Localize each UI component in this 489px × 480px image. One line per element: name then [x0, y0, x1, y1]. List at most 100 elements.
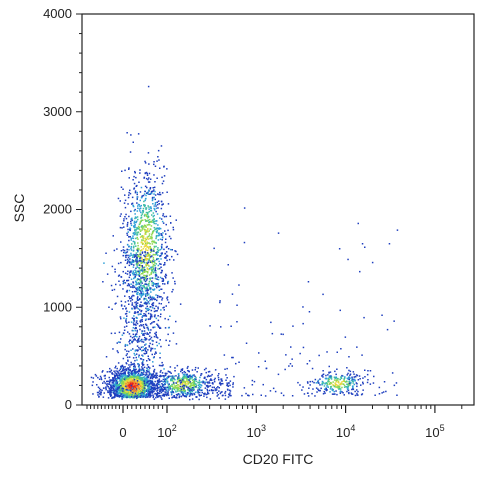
data-point	[128, 321, 130, 323]
data-point	[139, 339, 142, 342]
data-point	[130, 254, 133, 256]
data-point	[164, 374, 166, 377]
data-point	[169, 215, 172, 217]
data-point	[131, 317, 134, 319]
data-point	[128, 311, 131, 313]
data-point	[316, 391, 318, 393]
data-point	[126, 385, 128, 387]
data-point	[210, 389, 213, 391]
data-point	[329, 391, 331, 393]
data-point	[123, 332, 125, 335]
data-point	[133, 371, 136, 373]
data-point	[146, 172, 148, 175]
data-point	[119, 377, 121, 379]
data-point	[116, 380, 118, 383]
data-point	[144, 162, 147, 164]
data-point	[152, 326, 155, 329]
data-point	[138, 335, 141, 338]
data-point	[129, 368, 131, 371]
data-point	[170, 378, 173, 381]
data-point	[147, 357, 150, 360]
data-point	[151, 343, 154, 346]
data-point	[159, 326, 161, 329]
data-point	[136, 184, 138, 187]
data-point	[206, 384, 209, 387]
data-point	[151, 375, 153, 377]
data-point	[138, 346, 140, 349]
data-point	[157, 276, 159, 278]
data-point	[144, 353, 146, 355]
data-point	[187, 383, 190, 385]
data-point	[125, 362, 128, 365]
data-point	[148, 224, 150, 226]
data-point	[125, 395, 128, 397]
data-point	[121, 383, 123, 385]
data-point	[142, 239, 144, 241]
data-point	[140, 393, 143, 396]
data-point	[135, 281, 138, 284]
data-point	[192, 384, 194, 387]
data-point	[158, 286, 160, 288]
data-point	[227, 385, 229, 387]
data-point	[137, 379, 139, 381]
data-point	[153, 315, 156, 317]
data-point	[155, 396, 157, 399]
data-point	[123, 279, 125, 282]
data-point	[146, 370, 148, 372]
data-point	[138, 271, 141, 273]
data-point	[119, 284, 121, 286]
data-point	[151, 387, 153, 389]
data-point	[153, 189, 155, 191]
data-point	[174, 250, 176, 252]
data-point	[141, 273, 143, 275]
data-point	[181, 382, 184, 385]
data-point	[155, 273, 158, 276]
data-point	[144, 374, 147, 376]
data-point	[92, 393, 94, 395]
data-point	[131, 261, 133, 264]
data-point	[158, 289, 161, 291]
data-point	[126, 234, 129, 236]
data-point	[203, 368, 206, 371]
data-point	[151, 347, 154, 350]
data-point	[188, 370, 190, 373]
data-point	[141, 294, 143, 297]
data-point	[144, 233, 146, 235]
data-point	[145, 270, 147, 273]
data-point	[149, 396, 151, 398]
data-point	[325, 382, 327, 384]
data-point	[221, 391, 223, 393]
data-point	[150, 251, 152, 254]
data-point	[156, 286, 158, 289]
data-point	[142, 242, 145, 245]
data-point	[118, 383, 121, 385]
data-point	[111, 372, 113, 374]
data-point	[134, 228, 136, 231]
data-point	[335, 386, 338, 388]
data-point	[133, 381, 136, 384]
data-point	[163, 386, 165, 389]
data-point	[149, 279, 151, 281]
data-point	[130, 384, 133, 387]
data-point	[139, 374, 142, 376]
data-point	[349, 374, 351, 377]
data-point	[322, 373, 325, 375]
data-point	[148, 339, 150, 341]
data-point	[143, 204, 146, 206]
data-point	[306, 363, 309, 365]
data-point	[133, 324, 135, 326]
data-point	[150, 309, 153, 312]
data-point	[153, 263, 155, 266]
data-point	[172, 385, 174, 388]
data-point	[162, 222, 165, 224]
data-point	[157, 326, 160, 328]
data-point	[147, 253, 150, 255]
data-point	[145, 244, 148, 247]
data-point	[118, 377, 120, 379]
data-point	[311, 367, 314, 370]
data-point	[160, 309, 162, 311]
data-point	[135, 176, 137, 179]
data-point	[134, 233, 136, 236]
data-point	[347, 389, 350, 391]
data-point	[161, 398, 163, 400]
